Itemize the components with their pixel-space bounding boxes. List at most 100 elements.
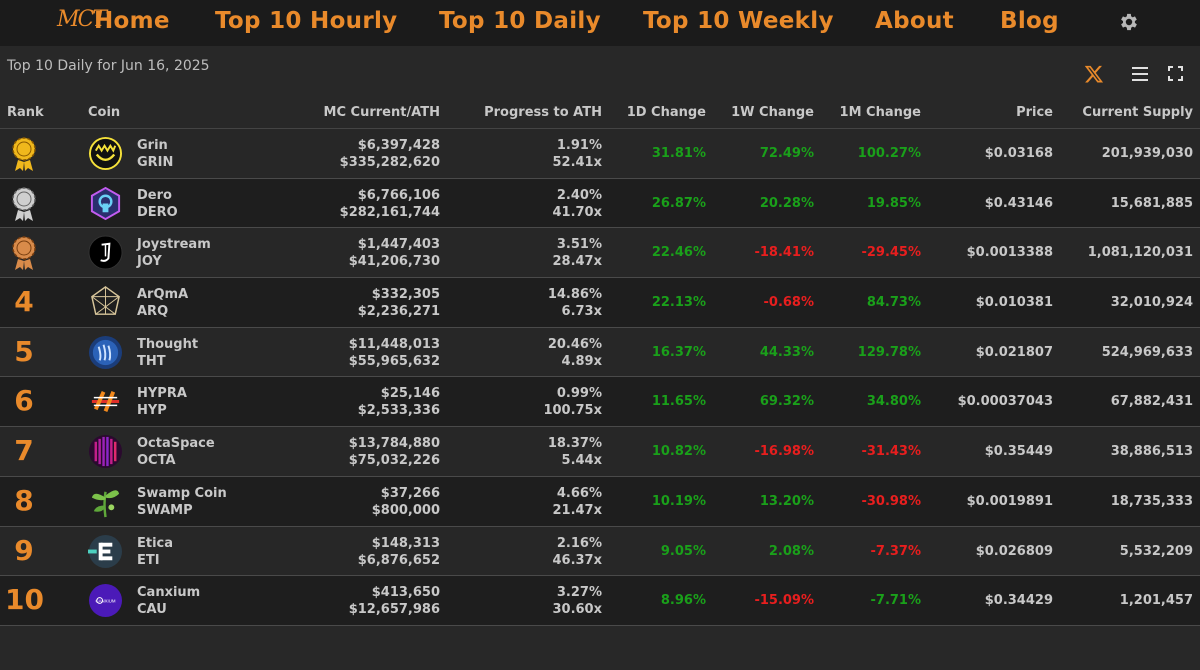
col-price[interactable]: Price — [1016, 105, 1053, 120]
current-supply: 38,886,513 — [1110, 444, 1193, 460]
table-row[interactable]: 10 CANXIUM Canxium CAU $413,650 $12,657,986 3.… — [0, 576, 1200, 626]
hypra-logo-icon[interactable] — [88, 384, 123, 419]
change-1d: 11.65% — [651, 394, 706, 410]
col-coin[interactable]: Coin — [88, 105, 121, 120]
nav-top10-daily[interactable]: Top 10 Daily — [439, 8, 601, 34]
site-logo[interactable]: MCT — [57, 7, 107, 32]
coin-name[interactable]: Canxium — [137, 585, 201, 601]
coin-name[interactable]: Swamp Coin — [137, 485, 227, 501]
mc-current: $11,448,013 — [348, 336, 440, 352]
change-1d: 10.19% — [651, 493, 706, 509]
change-1d: 22.13% — [651, 295, 706, 311]
table-row[interactable]: 8 Swamp Coin SWAMP $37,266 $800,000 4.66% 21.4… — [0, 476, 1200, 527]
progress-percent: 14.86% — [547, 287, 602, 303]
table-row[interactable]: 4 ArQmA ARQ $332,305 $2,236,271 14.86% 6.73x 22… — [0, 278, 1200, 328]
progress-percent: 0.99% — [556, 386, 602, 402]
coin-name[interactable]: OctaSpace — [137, 436, 215, 452]
fullscreen-icon[interactable] — [1168, 66, 1183, 81]
grin-logo-icon[interactable] — [88, 136, 123, 171]
coin-name[interactable]: Etica — [137, 535, 174, 551]
bronze-medal-icon — [11, 235, 37, 271]
change-1w: 44.33% — [759, 344, 814, 360]
dero-logo-icon[interactable] — [88, 186, 123, 221]
table-row[interactable]: 5 Thought THT $11,448,013 $55,965,632 20.46% 4… — [0, 327, 1200, 378]
current-supply: 67,882,431 — [1110, 394, 1193, 410]
etica-logo-icon[interactable] — [88, 534, 123, 569]
coin-name[interactable]: HYPRA — [137, 386, 187, 402]
nav-top10-hourly[interactable]: Top 10 Hourly — [215, 8, 398, 34]
progress-percent: 18.37% — [547, 436, 602, 452]
progress-percent: 20.46% — [547, 336, 602, 352]
x-twitter-icon[interactable] — [1084, 64, 1104, 84]
arqma-logo-icon[interactable] — [88, 285, 123, 320]
table-row[interactable]: Grin GRIN $6,397,428 $335,282,620 1.91% 52.41… — [0, 129, 1200, 179]
hamburger-menu-icon[interactable] — [1131, 65, 1149, 83]
joystream-logo-icon[interactable] — [88, 235, 123, 270]
change-1m: -29.45% — [861, 245, 921, 261]
coin-name[interactable]: Grin — [137, 138, 168, 153]
coin-symbol: GRIN — [137, 155, 174, 170]
col-mc[interactable]: MC Current/ATH — [323, 105, 440, 120]
svg-text:CANXIUM: CANXIUM — [95, 599, 115, 604]
mc-current: $25,146 — [380, 386, 440, 402]
change-1w: -15.09% — [754, 593, 814, 609]
top-nav: MCT Home Top 10 Hourly Top 10 Daily Top … — [0, 0, 1200, 46]
price: $0.0013388 — [966, 245, 1053, 261]
price: $0.03168 — [984, 146, 1053, 161]
coin-name[interactable]: Thought — [137, 336, 199, 352]
price: $0.00037043 — [957, 394, 1053, 410]
progress-multiplier: 41.70x — [552, 204, 602, 220]
rank-number: 4 — [14, 285, 34, 319]
mc-current: $6,766,106 — [357, 187, 440, 203]
mc-ath: $75,032,226 — [348, 453, 440, 469]
progress-multiplier: 4.89x — [561, 353, 602, 369]
canxium-logo-icon[interactable]: CANXIUM — [88, 583, 123, 618]
coin-symbol: HYP — [137, 403, 167, 419]
table-row[interactable]: Joystream JOY $1,447,403 $41,206,730 3.51% 28… — [0, 228, 1200, 279]
table-row[interactable]: 6 HYPRA HYP $25,146 $2,533,336 0.99% 100.75x 11… — [0, 377, 1200, 428]
mc-ath: $12,657,986 — [348, 602, 440, 618]
mc-current: $37,266 — [380, 485, 440, 501]
table-header: Rank Coin MC Current/ATH Progress to ATH… — [0, 96, 1200, 129]
rank-number: 8 — [14, 483, 34, 517]
col-1d-change[interactable]: 1D Change — [626, 105, 706, 120]
coin-name[interactable]: Joystream — [137, 237, 211, 253]
table-row[interactable]: 9 Etica ETI $148,313 $6,876,652 2.16% 46.37x 9.… — [0, 526, 1200, 577]
gear-icon[interactable] — [1118, 11, 1140, 33]
col-1m-change[interactable]: 1M Change — [839, 105, 921, 120]
col-1w-change[interactable]: 1W Change — [731, 105, 814, 120]
mc-current: $6,397,428 — [357, 138, 440, 153]
change-1w: -0.68% — [763, 295, 815, 311]
nav-top10-weekly[interactable]: Top 10 Weekly — [643, 8, 834, 34]
swamp-coin-logo-icon[interactable] — [88, 484, 123, 519]
coin-name[interactable]: ArQmA — [137, 287, 189, 303]
nav-blog[interactable]: Blog — [1000, 8, 1059, 34]
mc-current: $1,447,403 — [357, 237, 440, 253]
col-rank[interactable]: Rank — [7, 105, 44, 120]
col-progress[interactable]: Progress to ATH — [484, 105, 602, 120]
change-1w: 13.20% — [759, 493, 814, 509]
change-1m: -31.43% — [861, 444, 921, 460]
table-row[interactable]: Dero DERO $6,766,106 $282,161,744 2.40% 41.70… — [0, 178, 1200, 229]
change-1w: -18.41% — [754, 245, 814, 261]
progress-multiplier: 46.37x — [552, 552, 602, 568]
price: $0.026809 — [975, 543, 1053, 559]
table-row[interactable]: 7 OctaSpace OCTA $13,784,880 $75,032,226 18.3… — [0, 427, 1200, 477]
progress-multiplier: 100.75x — [543, 403, 602, 419]
nav-home[interactable]: Home — [94, 8, 170, 34]
mc-ath: $6,876,652 — [357, 552, 440, 568]
thought-logo-icon[interactable] — [88, 335, 123, 370]
coin-symbol: DERO — [137, 204, 178, 220]
change-1d: 26.87% — [651, 195, 706, 211]
progress-multiplier: 21.47x — [552, 502, 602, 518]
coin-symbol: ETI — [137, 552, 160, 568]
price: $0.43146 — [984, 195, 1053, 211]
rank-number: 5 — [14, 334, 34, 368]
current-supply: 5,532,209 — [1119, 543, 1193, 559]
octaspace-logo-icon[interactable] — [88, 434, 123, 469]
nav-about[interactable]: About — [875, 8, 954, 34]
price: $0.010381 — [975, 295, 1053, 311]
col-supply[interactable]: Current Supply — [1082, 105, 1193, 120]
coin-name[interactable]: Dero — [137, 187, 172, 203]
change-1d: 16.37% — [651, 344, 706, 360]
